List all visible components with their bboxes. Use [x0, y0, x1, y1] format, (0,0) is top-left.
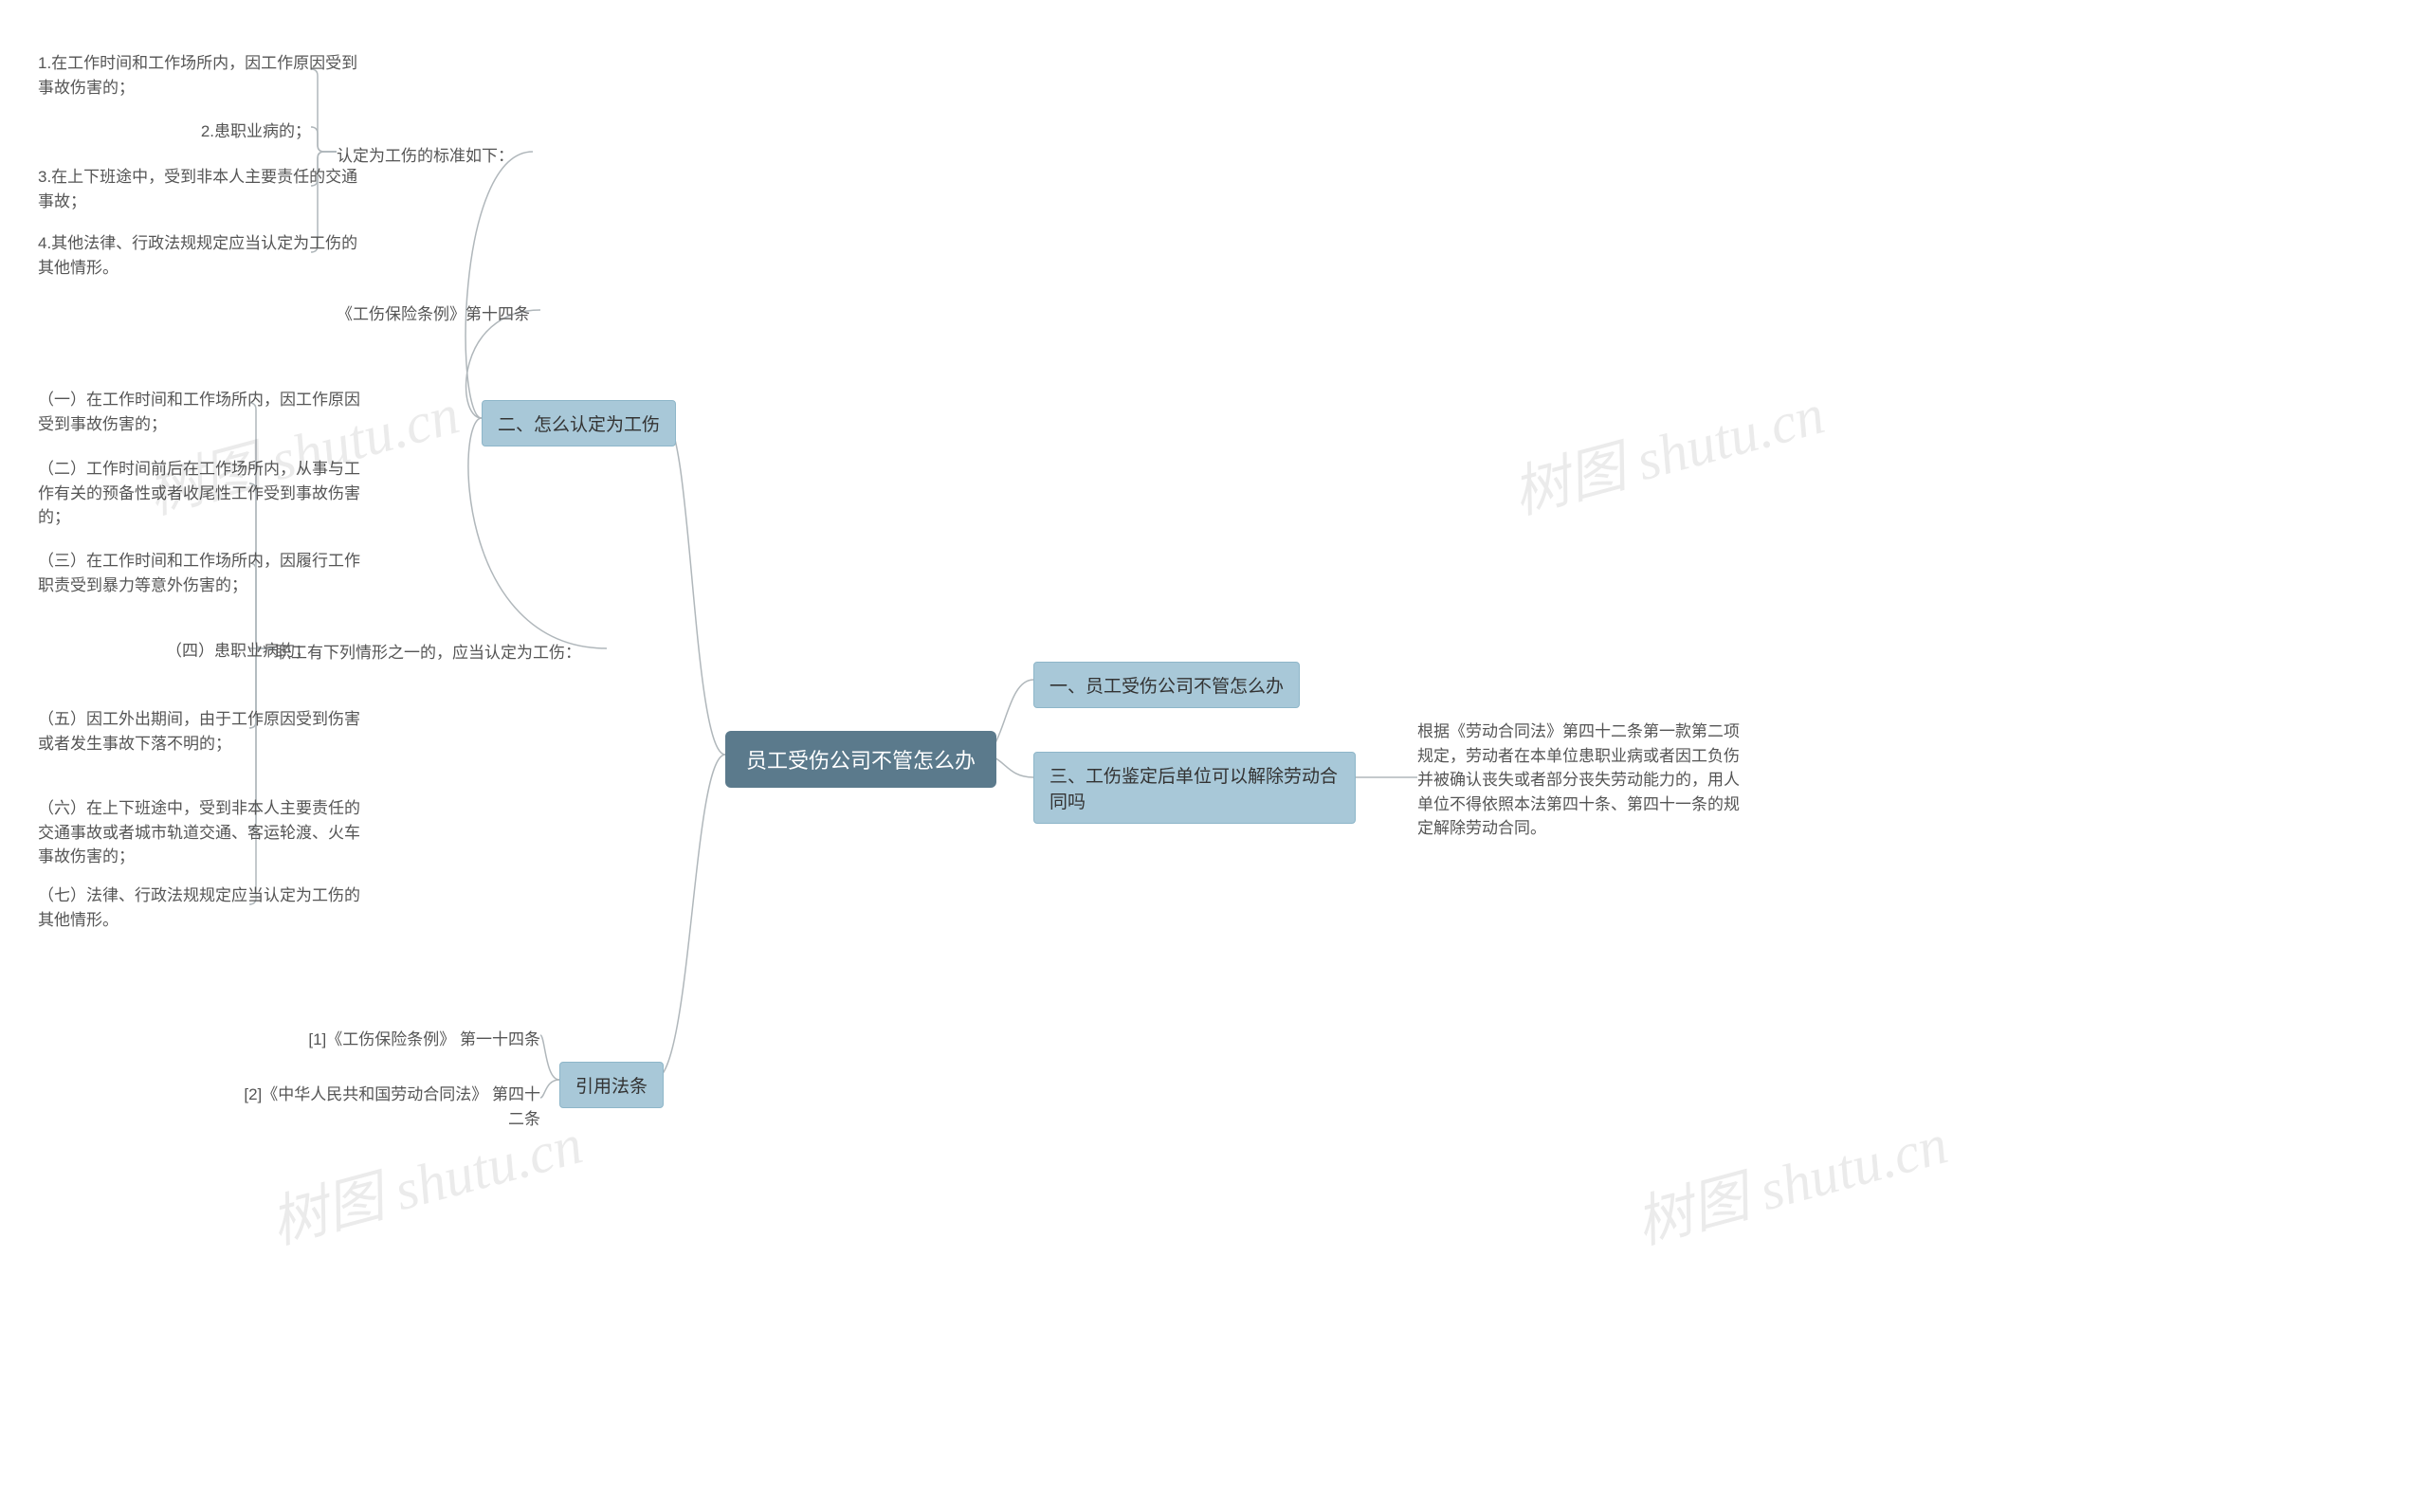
left-1-2-6: （七）法律、行政法规规定应当认定为工伤的其他情形。 — [38, 880, 360, 936]
left-1-0-0: 1.在工作时间和工作场所内，因工作原因受到事故伤害的； — [38, 47, 360, 103]
left-1-0-2: 3.在上下班途中，受到非本人主要责任的交通事故； — [38, 161, 360, 217]
watermark-2: 树图 shutu.cn — [1502, 368, 1832, 530]
watermark-5: 树图 shutu.cn — [137, 1477, 466, 1512]
left-1-child-0: 认定为工伤的标准如下： — [337, 140, 514, 173]
left-1-2-5: （六）在上下班途中，受到非本人主要责任的交通事故或者城市轨道交通、客运轮渡、火车… — [38, 792, 360, 873]
left-1-0-3: 4.其他法律、行政法规规定应当认定为工伤的其他情形。 — [38, 228, 360, 283]
branch-left-1: 二、怎么认定为工伤 — [482, 400, 676, 446]
left-1-2-4: （五）因工外出期间，由于工作原因受到伤害或者发生事故下落不明的； — [38, 703, 360, 759]
left-1-2-2: （三）在工作时间和工作场所内，因履行工作职责受到暴力等意外伤害的； — [38, 545, 360, 601]
watermark-4: 树图 shutu.cn — [1625, 1098, 1955, 1260]
leaf-right-2-0: 根据《劳动合同法》第四十二条第一款第二项规定，劳动者在本单位患职业病或者因工负伤… — [1417, 716, 1740, 845]
branch-right-2: 三、工伤鉴定后单位可以解除劳动合同吗 — [1033, 752, 1356, 824]
left-1-child-1: 《工伤保险条例》第十四条 — [337, 299, 530, 331]
branch-right-1: 一、员工受伤公司不管怎么办 — [1033, 662, 1300, 708]
left-1-2-0: （一）在工作时间和工作场所内，因工作原因受到事故伤害的； — [38, 384, 360, 440]
left-1-0-1: 2.患职业病的； — [38, 116, 311, 148]
left-1-child-2: 职工有下列情形之一的，应当认定为工伤： — [275, 637, 581, 669]
root-node: 员工受伤公司不管怎么办 — [725, 731, 996, 788]
left-2-1: [2]《中华人民共和国劳动合同法》 第四十二条 — [237, 1079, 540, 1135]
left-1-2-1: （二）工作时间前后在工作场所内，从事与工作有关的预备性或者收尾性工作受到事故伤害… — [38, 453, 360, 534]
left-1-2-3: （四）患职业病的； — [38, 635, 311, 667]
left-2-0: [1]《工伤保险条例》 第一十四条 — [265, 1024, 540, 1056]
branch-left-2: 引用法条 — [559, 1062, 664, 1108]
